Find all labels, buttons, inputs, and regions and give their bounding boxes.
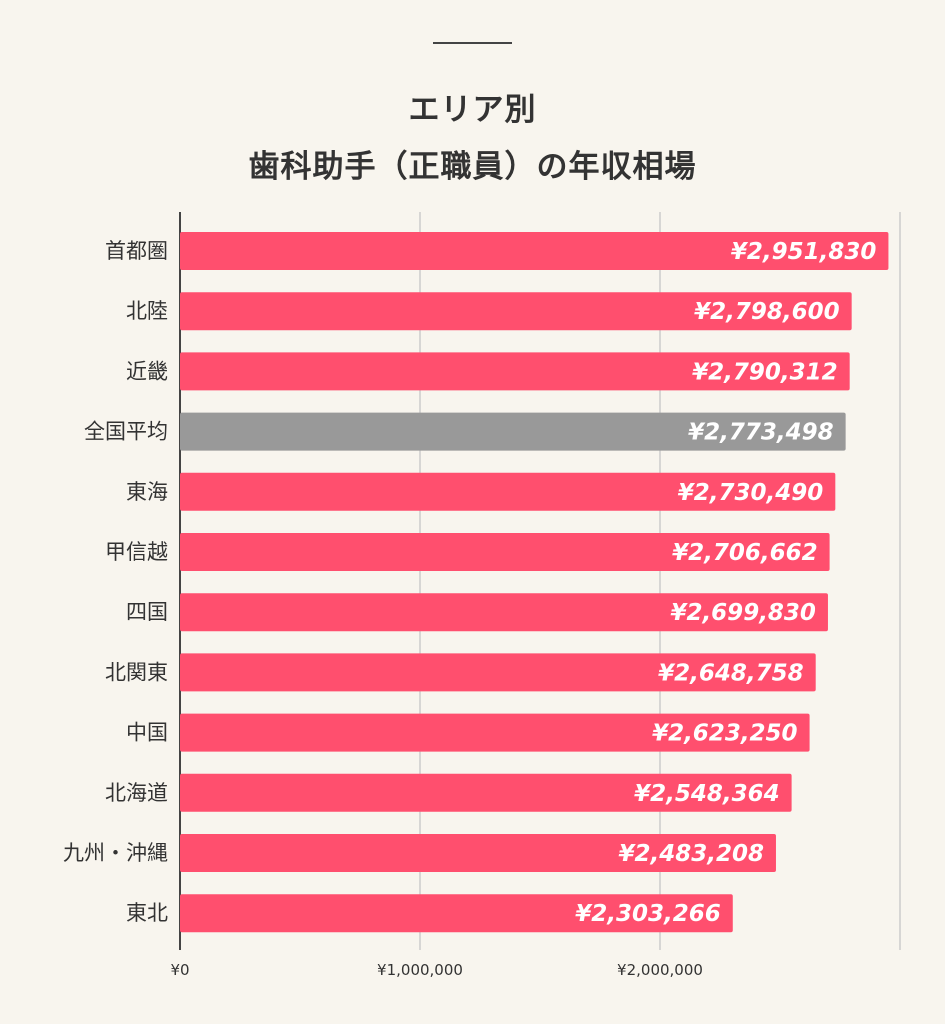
category-label: 中国 bbox=[126, 721, 168, 745]
bar bbox=[180, 292, 852, 331]
bar bbox=[180, 472, 836, 511]
data-label: ¥2,790,312 bbox=[692, 359, 838, 385]
data-label: ¥2,730,490 bbox=[678, 480, 824, 506]
data-label: ¥2,699,830 bbox=[670, 600, 816, 626]
title-decoration-rule bbox=[433, 42, 512, 44]
data-label: ¥2,623,250 bbox=[652, 721, 798, 747]
category-label: 北陸 bbox=[126, 299, 168, 323]
bar bbox=[180, 653, 816, 692]
data-label: ¥2,798,600 bbox=[694, 299, 840, 325]
bar bbox=[180, 593, 828, 632]
data-label: ¥2,951,830 bbox=[731, 239, 877, 265]
category-label: 甲信越 bbox=[105, 540, 168, 564]
category-label: 東海 bbox=[126, 480, 168, 504]
tick-label: ¥0 bbox=[170, 961, 189, 979]
bar bbox=[180, 533, 830, 571]
tick-label: ¥2,000,000 bbox=[617, 961, 703, 979]
bar bbox=[180, 352, 850, 391]
grid-lines bbox=[179, 212, 901, 950]
tick-label: ¥1,000,000 bbox=[377, 961, 463, 979]
data-label: ¥2,483,208 bbox=[618, 841, 764, 867]
category-label: 近畿 bbox=[126, 359, 168, 383]
data-label: ¥2,548,364 bbox=[634, 781, 780, 807]
bar bbox=[180, 894, 733, 933]
x-axis-tick-labels: ¥0 ¥1,000,000 ¥2,000,000 bbox=[170, 961, 702, 979]
chart-title-line-1: エリア別 bbox=[408, 92, 537, 128]
category-label: 東北 bbox=[126, 901, 168, 925]
chart-title-line-2: 歯科助手（正職員）の年収相場 bbox=[248, 149, 697, 185]
bars bbox=[180, 232, 889, 933]
data-label: ¥2,303,266 bbox=[575, 901, 721, 927]
data-label: ¥2,773,498 bbox=[688, 420, 834, 446]
category-label: 九州・沖縄 bbox=[63, 841, 168, 865]
data-label: ¥2,706,662 bbox=[672, 540, 818, 566]
data-label: ¥2,648,758 bbox=[658, 660, 804, 686]
bar bbox=[180, 713, 810, 752]
category-label: 全国平均 bbox=[84, 420, 168, 444]
bar bbox=[180, 773, 792, 812]
bar bbox=[180, 232, 889, 270]
bar bbox=[180, 834, 776, 872]
category-label: 北海道 bbox=[105, 781, 168, 805]
category-label: 北関東 bbox=[105, 660, 168, 684]
value-labels: ¥2,951,830 ¥2,798,600 ¥2,790,312 ¥2,773,498… bbox=[575, 239, 876, 927]
category-label: 首都圏 bbox=[105, 239, 168, 263]
category-label: 四国 bbox=[126, 600, 168, 624]
bar bbox=[180, 412, 846, 451]
